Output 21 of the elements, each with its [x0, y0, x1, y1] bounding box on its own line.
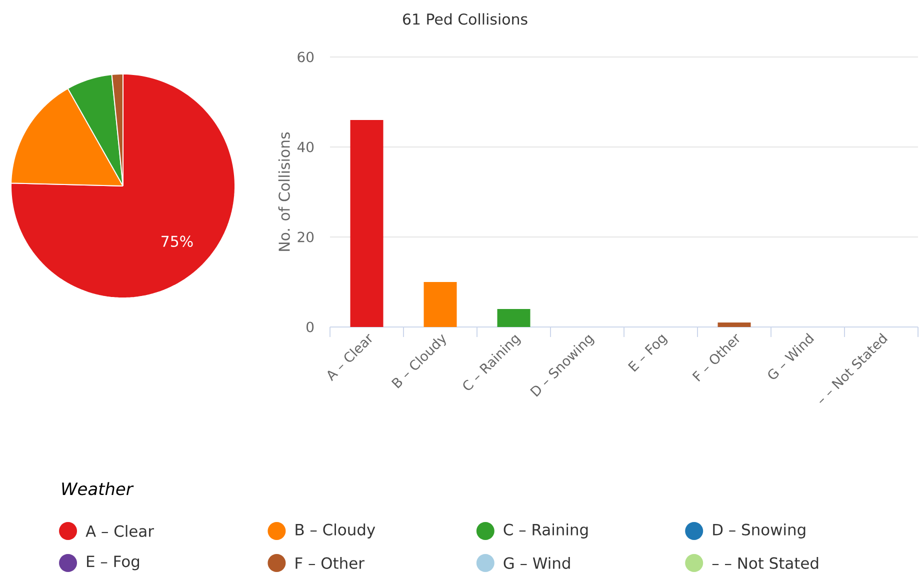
chart-title: 61 Ped Collisions	[403, 13, 528, 25]
bar	[424, 282, 457, 327]
legend-label: A – Clear	[86, 525, 154, 537]
legend-label: D – Snowing	[713, 524, 806, 538]
bar	[350, 120, 384, 327]
bar	[718, 322, 751, 327]
legend-label: B – Cloudy	[296, 524, 376, 538]
y-tick-label: 60	[298, 52, 314, 62]
bar	[497, 308, 530, 327]
legend-label: F – Other	[296, 557, 364, 569]
y-tick-label: 40	[297, 142, 314, 152]
legend-label: – – Not Stated	[712, 557, 818, 569]
y-tick-label: 20	[298, 232, 314, 242]
data-label: 75%	[162, 236, 193, 247]
legend-label: G – Wind	[504, 557, 570, 569]
legend-title: Weather	[62, 482, 134, 496]
y-tick-label: 0	[306, 322, 314, 332]
y-axis-title: No. of Collisions	[278, 132, 290, 251]
legend-label: E – Fog	[87, 556, 140, 570]
legend-label: C – Raining	[504, 524, 588, 538]
x-tick-label: E – Fog	[628, 334, 668, 372]
